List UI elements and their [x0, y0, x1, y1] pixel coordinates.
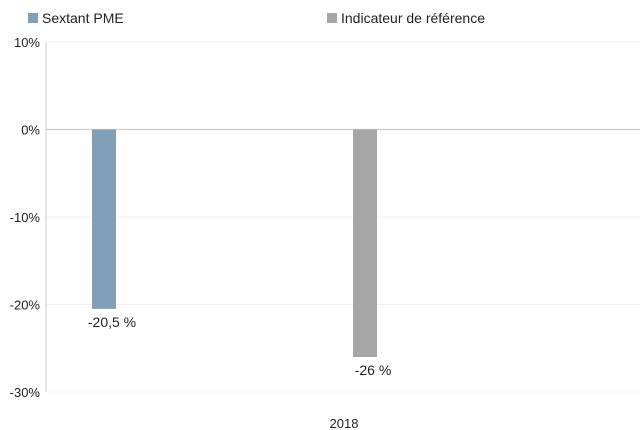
y-tick-label: 0%: [21, 123, 40, 138]
legend-item-series-1[interactable]: Sextant PME: [28, 10, 124, 26]
x-tick-label: 2018: [330, 416, 359, 430]
y-tick-label: -20%: [10, 298, 41, 313]
legend-item-series-2[interactable]: Indicateur de référence: [327, 10, 485, 26]
legend-label-series-1: Sextant PME: [42, 10, 124, 26]
data-label-2: -26 %: [355, 362, 392, 378]
bar-1: [92, 129, 116, 309]
legend-label-series-2: Indicateur de référence: [341, 10, 485, 26]
y-tick-label: 10%: [14, 35, 40, 50]
legend-swatch-series-1: [28, 13, 38, 23]
y-tick-label: -10%: [10, 210, 41, 225]
bar-2: [353, 129, 377, 357]
data-label-1: -20,5 %: [88, 314, 136, 330]
chart-legend: Sextant PME Indicateur de référence: [0, 10, 640, 30]
y-tick-label: -30%: [10, 385, 41, 400]
legend-swatch-series-2: [327, 13, 337, 23]
